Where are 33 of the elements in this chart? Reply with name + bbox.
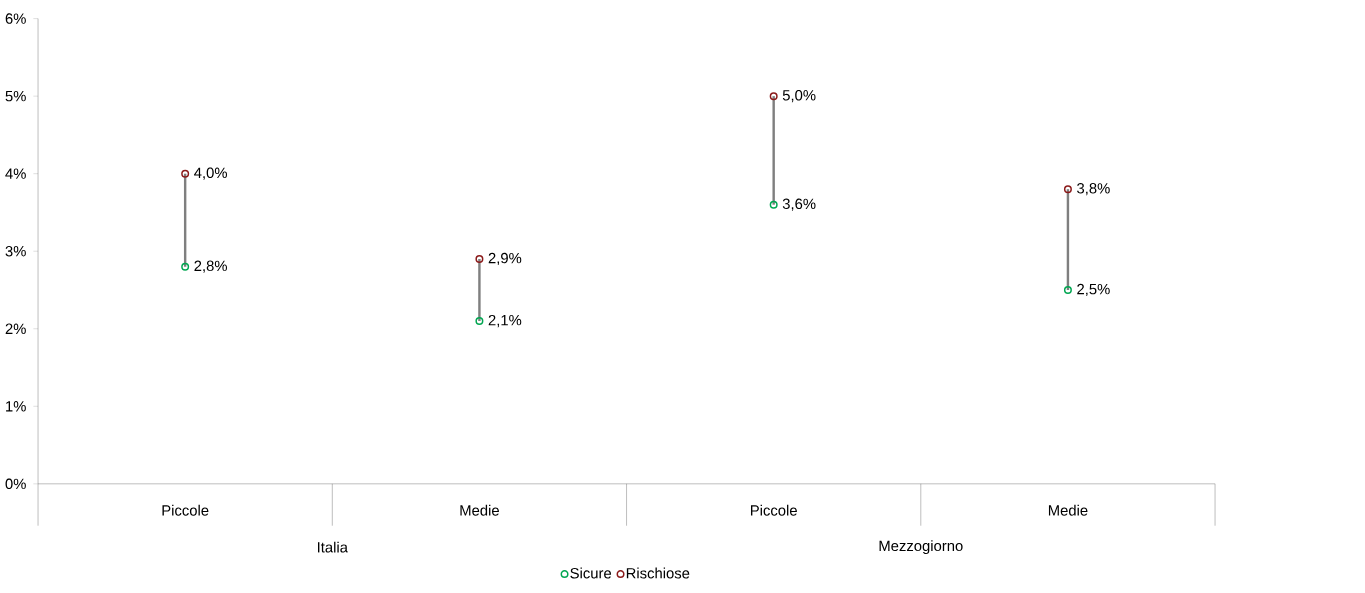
- y-tick-label: 2%: [5, 323, 26, 335]
- point: [769, 92, 778, 101]
- y-tick-label: 4%: [5, 168, 26, 180]
- data-label: 3,6%: [782, 198, 816, 211]
- bar: [478, 259, 481, 322]
- point: [181, 262, 190, 271]
- data-label: 5,0%: [782, 90, 816, 103]
- data-label: 4,0%: [194, 167, 227, 180]
- point: [475, 317, 484, 326]
- x-tick-label: Piccole: [162, 504, 209, 516]
- data-label: 2,1%: [488, 315, 522, 328]
- x-tick-label: Medie: [460, 504, 499, 516]
- point: [475, 255, 484, 264]
- legend-label: Rischiose: [626, 567, 690, 579]
- bar: [772, 96, 775, 205]
- point: [1063, 286, 1072, 295]
- y-tick-label: 6%: [5, 13, 26, 24]
- data-label: 3,8%: [1077, 183, 1110, 196]
- y-tick-label: 0%: [5, 478, 26, 490]
- y-tick-label: 1%: [6, 401, 26, 412]
- legend-label: Sicure: [570, 567, 612, 579]
- text: Italia: [317, 541, 348, 553]
- point: [181, 169, 190, 178]
- y-tick-label: 3%: [5, 246, 26, 257]
- data-label: 2,5%: [1077, 284, 1110, 297]
- y-tick-label: 5%: [5, 91, 26, 102]
- data-label: 2,8%: [194, 260, 227, 273]
- data-label: 2,9%: [488, 252, 522, 266]
- point: [1063, 185, 1072, 194]
- x-tick-label: Piccole: [750, 504, 797, 516]
- x-tick-label: Medie: [1048, 504, 1088, 516]
- text: Mezzogiorno: [879, 540, 963, 555]
- point: [769, 200, 778, 209]
